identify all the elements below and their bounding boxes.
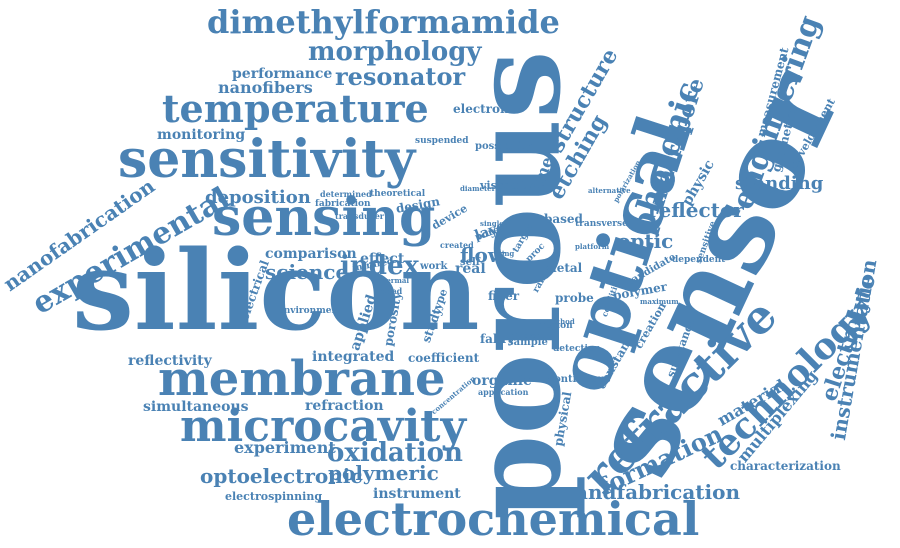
word-oxidation: oxidation [327, 438, 463, 468]
word-ring: ring [498, 249, 515, 258]
word-organic: organic [472, 373, 532, 389]
word-fiber: fiber [488, 289, 520, 303]
word-method: method [545, 317, 575, 326]
word-fabry: fabry [480, 332, 515, 346]
word-dependent: dependent [672, 255, 726, 265]
word-refraction: refraction [305, 398, 384, 414]
word-alternative: alternative [588, 186, 631, 195]
word-andfabrication: andfabrication [575, 480, 741, 504]
word-created: created [440, 240, 474, 250]
word-coefficient: coefficient [408, 351, 480, 365]
word-sample: sample [508, 337, 548, 348]
word-performance: performance [232, 66, 333, 82]
word-theoretical: theoretical [370, 189, 426, 199]
word-membrane: membrane [158, 351, 446, 407]
word-detection: detection [553, 344, 601, 354]
word-based: based [544, 212, 583, 226]
word-optoelectronic: optoelectronic [200, 464, 363, 488]
word-characterization: characterization [730, 459, 841, 473]
word-transverse: transverse [575, 219, 628, 229]
word-reflectivity: reflectivity [128, 353, 212, 369]
word-standing: standing [735, 173, 824, 194]
word-real: real [455, 261, 486, 277]
word-work: work [420, 261, 448, 272]
word-reflector: reflector [648, 198, 744, 222]
word-science: science [265, 260, 349, 284]
word-dimethylformamide: dimethylformamide [207, 3, 560, 41]
word-application: application [478, 387, 529, 397]
word-effect: effect [360, 251, 405, 267]
word-electrochemical: electrochemical [287, 492, 700, 546]
word-maximum: maximum [640, 297, 679, 306]
word-morphology: morphology [308, 37, 482, 67]
word-different: different [510, 331, 545, 340]
word-temperature: temperature [162, 86, 429, 131]
word-self: self [460, 257, 481, 268]
word-possibility: possibility [475, 141, 533, 152]
word-doped: doped [375, 286, 403, 296]
word-diameter: diameter [460, 184, 496, 193]
word-environment: environment [278, 306, 343, 316]
word-viscosity: viscosity [480, 179, 533, 192]
word-fabrication: fabrication [315, 199, 371, 209]
word-deposition: deposition [205, 187, 311, 208]
word-flow: flow [460, 243, 506, 267]
word-sensing: sensing [212, 187, 436, 248]
word-silicon: silicon [72, 226, 480, 355]
word-optic: optic [617, 229, 674, 253]
word-single: single [480, 219, 504, 228]
word-simultaneous: simultaneous [143, 399, 249, 415]
word-nanofibers: nanofibers [218, 78, 313, 97]
word-experiment: experiment [234, 438, 336, 457]
word-electrospinning: electrospinning [225, 490, 323, 503]
word-microcavity: microcavity [180, 401, 467, 452]
word-continuous: continuous [548, 374, 611, 385]
word-probe: probe [555, 291, 594, 305]
word-comparison: comparison [265, 246, 357, 262]
word-index: index [340, 251, 420, 281]
word-platform: platform [575, 242, 610, 251]
word-monitoring: monitoring [157, 127, 246, 143]
word-polymeric: polymeric [328, 461, 439, 485]
word-instrument: instrument [373, 486, 461, 502]
word-sensitivity: sensitivity [118, 129, 416, 190]
word-suspended: suspended [415, 136, 469, 146]
word-region: region [540, 321, 573, 331]
word-resonator: resonator [335, 62, 466, 91]
word-integrated: integrated [312, 349, 395, 365]
word-transducer: transducer [335, 211, 384, 221]
word-thermal: thermal [378, 276, 410, 285]
word-determined: determined [320, 189, 372, 199]
word-electronic: electronic [453, 102, 521, 116]
word-metal: metal [544, 261, 583, 275]
